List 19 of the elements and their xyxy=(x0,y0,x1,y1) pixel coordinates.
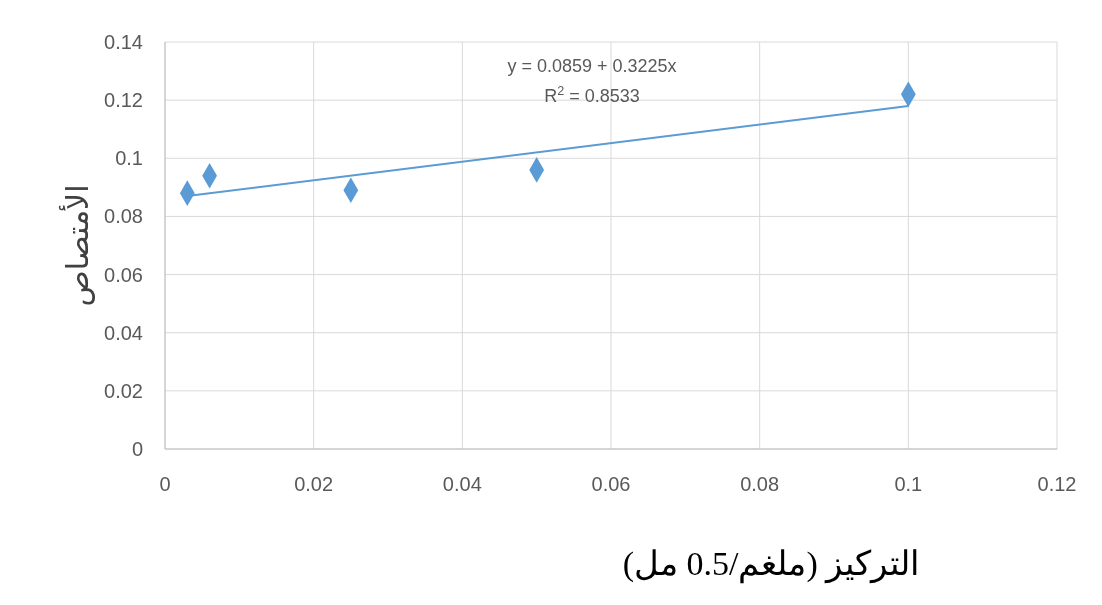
annotation: y = 0.0859 + 0.3225x xyxy=(507,56,677,76)
x-tick-label: 0.02 xyxy=(294,473,334,495)
y-tick-label: 0.06 xyxy=(104,263,143,286)
y-tick-label: 0.12 xyxy=(104,89,143,112)
x-tick-label: 0 xyxy=(159,473,171,495)
y-tick-label: 0.14 xyxy=(104,31,143,53)
y-tick-label: 0.02 xyxy=(104,379,143,402)
y-tick-label: 0 xyxy=(131,438,143,460)
y-axis-title: الأمتصاص xyxy=(58,184,95,307)
annotation: R$^{2}$ = 0.8533 xyxy=(544,84,640,106)
x-tick-label: 0.06 xyxy=(591,473,631,495)
x-axis-title: التركيز (ملغم/0.5 مل) xyxy=(622,545,920,584)
x-tick-label: 0.1 xyxy=(894,473,923,495)
y-tick-label: 0.1 xyxy=(115,147,143,170)
y-tick-label: 0.04 xyxy=(104,321,143,344)
x-tick-label: 0.08 xyxy=(740,473,780,495)
y-tick-label: 0.08 xyxy=(104,205,143,228)
x-tick-label: 0.12 xyxy=(1037,473,1077,495)
x-tick-label: 0.04 xyxy=(442,473,482,495)
